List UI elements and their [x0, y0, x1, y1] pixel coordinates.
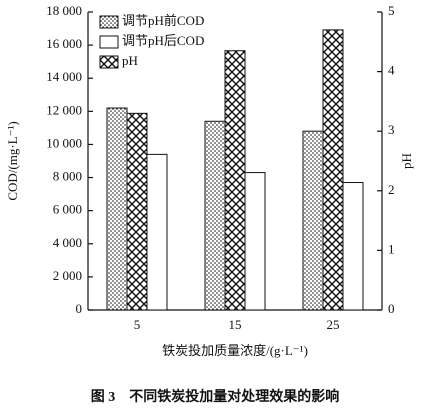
x-tick-label: 15 — [229, 317, 242, 332]
bar — [204, 120, 226, 311]
bar — [126, 112, 148, 311]
bar — [302, 130, 324, 311]
x-tick-label: 5 — [134, 317, 141, 332]
legend-swatch — [99, 35, 119, 49]
y-tick-label: 8 000 — [53, 169, 82, 184]
y2-tick-label: 3 — [388, 122, 395, 137]
y-tick-label: 12 000 — [46, 102, 82, 117]
y2-tick-label: 1 — [388, 241, 395, 256]
bar — [244, 172, 266, 311]
bar — [224, 50, 246, 311]
y-tick-label: 16 000 — [46, 36, 82, 51]
x-axis-label: 铁炭投加质量浓度/(g·L⁻¹) — [162, 343, 308, 358]
y-tick-label: 6 000 — [53, 202, 82, 217]
y2-tick-label: 2 — [388, 182, 395, 197]
legend-swatch — [99, 55, 119, 69]
y-tick-label: 4 000 — [53, 235, 82, 250]
y-axis-label: COD/(mg·L⁻¹) — [5, 121, 20, 200]
bar — [146, 153, 168, 311]
legend-label: pH — [122, 53, 138, 68]
y-tick-label: 2 000 — [53, 268, 82, 283]
y-tick-label: 0 — [76, 301, 83, 316]
x-tick-label: 25 — [327, 317, 340, 332]
y2-tick-label: 0 — [388, 301, 395, 316]
y2-tick-label: 4 — [388, 63, 395, 78]
y2-axis-label: pH — [399, 153, 414, 169]
y2-tick-label: 5 — [388, 3, 395, 18]
legend-label: 调节pH前COD — [122, 13, 204, 28]
legend-label: 调节pH后COD — [122, 33, 204, 48]
bar — [322, 29, 344, 311]
caption: 图 3 不同铁炭投加量对处理效果的影响 — [91, 388, 340, 405]
legend-swatch — [99, 15, 119, 29]
y-tick-label: 14 000 — [46, 69, 82, 84]
bar — [106, 107, 128, 311]
y-tick-label: 10 000 — [46, 135, 82, 150]
y-tick-label: 18 000 — [46, 3, 82, 18]
bar — [342, 182, 364, 311]
